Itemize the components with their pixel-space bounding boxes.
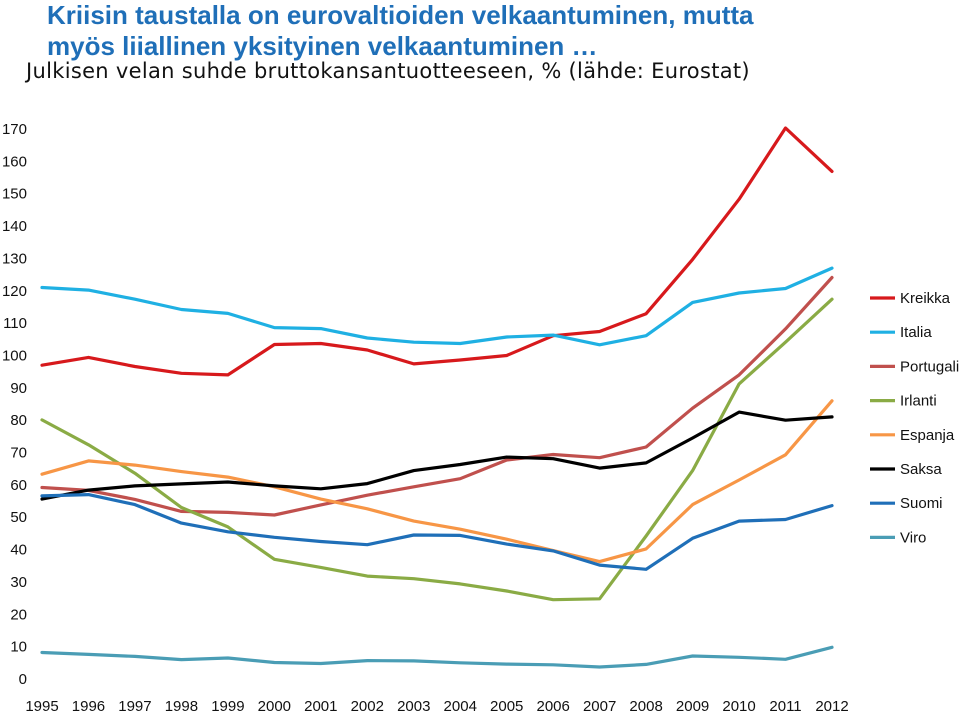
y-axis: 0 10 20 30 40 50 60 70 80 90 100 110 120 130 140 150 160…: [2, 121, 27, 688]
page-title: Kriisin taustalla on eurovaltioiden velk…: [47, 0, 947, 62]
x-tick-label: 2000: [258, 698, 291, 714]
y-tick-label: 130: [2, 250, 27, 267]
y-tick-label: 100: [2, 347, 27, 364]
series-line-kreikka: [40, 126, 834, 377]
y-tick-label: 170: [2, 121, 27, 138]
y-tick-label: 160: [2, 153, 27, 170]
x-tick-label: 2012: [815, 698, 848, 714]
legend-label-kreikka: Kreikka: [900, 290, 951, 307]
legend-label-saksa: Saksa: [900, 461, 942, 478]
x-tick-label: 1996: [72, 698, 105, 714]
x-tick-label: 2001: [304, 698, 337, 714]
legend-label-suomi: Suomi: [900, 495, 943, 512]
chart-subtitle: Julkisen velan suhde bruttokansantuottee…: [26, 59, 750, 83]
legend-label-espanja: Espanja: [900, 427, 955, 444]
series-line-suomi: [40, 493, 834, 571]
y-tick-label: 120: [2, 283, 27, 300]
series-lines: [40, 126, 834, 669]
legend-label-portugali: Portugali: [900, 358, 959, 375]
y-tick-label: 80: [10, 412, 27, 429]
series-line-espanja: [40, 399, 834, 564]
x-tick-label: 2005: [490, 698, 523, 714]
legend-label-irlanti: Irlanti: [900, 393, 937, 410]
y-tick-label: 70: [10, 445, 27, 462]
y-tick-label: 20: [10, 606, 27, 623]
x-tick-label: 2006: [536, 698, 569, 714]
y-tick-label: 60: [10, 477, 27, 494]
y-tick-label: 150: [2, 186, 27, 203]
legend-label-italia: Italia: [900, 324, 932, 341]
y-tick-label: 140: [2, 218, 27, 235]
y-tick-label: 0: [19, 671, 27, 688]
x-tick-label: 1998: [165, 698, 198, 714]
legend: Kreikka Italia Portugali Irlanti Espanja Saks…: [870, 290, 959, 546]
series-line-saksa: [40, 410, 834, 501]
x-tick-label: 2004: [444, 698, 477, 714]
x-tick-label: 1995: [25, 698, 58, 714]
x-tick-label: 2007: [583, 698, 616, 714]
x-tick-label: 2011: [769, 698, 801, 714]
y-tick-label: 110: [3, 315, 27, 332]
y-tick-label: 40: [10, 542, 27, 559]
x-axis: 1995 1996 1997 1998 1999 2000 2001 2002 2003 2004…: [25, 698, 848, 714]
series-line-italia: [40, 266, 834, 347]
x-tick-label: 2009: [676, 698, 709, 714]
x-tick-label: 1997: [118, 698, 151, 714]
series-line-irlanti: [40, 297, 834, 602]
title-line-2: myös liiallinen yksityinen velkaantumine…: [47, 31, 598, 61]
y-tick-label: 90: [10, 380, 27, 397]
x-tick-label: 2008: [629, 698, 662, 714]
x-tick-label: 2002: [351, 698, 384, 714]
y-tick-label: 10: [10, 639, 27, 656]
y-tick-label: 30: [10, 574, 27, 591]
series-line-portugali: [40, 275, 834, 517]
x-tick-label: 1999: [211, 698, 244, 714]
x-tick-label: 2003: [397, 698, 430, 714]
series-line-viro: [40, 645, 834, 669]
legend-label-viro: Viro: [900, 529, 926, 546]
y-tick-label: 50: [10, 509, 27, 526]
x-tick-label: 2010: [722, 698, 755, 714]
title-line-1: Kriisin taustalla on eurovaltioiden velk…: [47, 0, 754, 30]
